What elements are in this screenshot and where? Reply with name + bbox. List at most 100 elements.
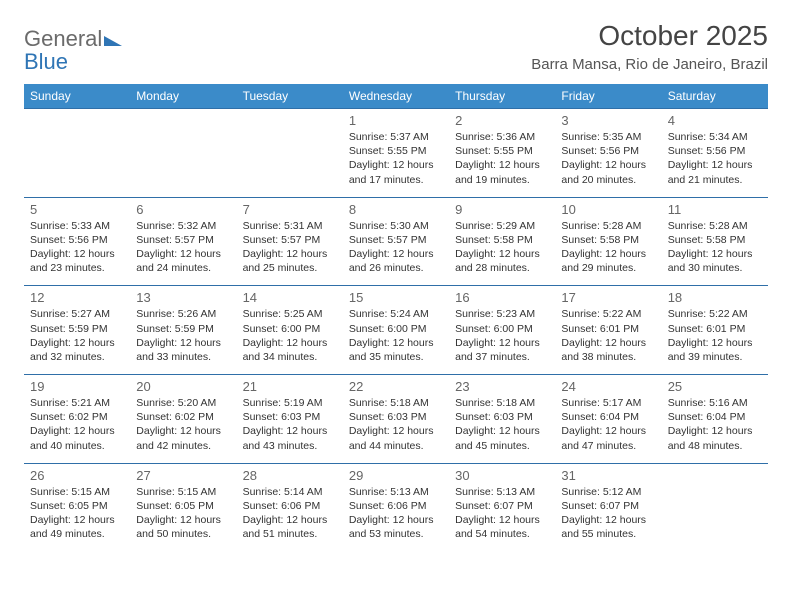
day-info: Sunrise: 5:18 AMSunset: 6:03 PMDaylight:…: [455, 396, 549, 453]
day-info: Sunrise: 5:14 AMSunset: 6:06 PMDaylight:…: [243, 485, 337, 542]
day-cell: 27 Sunrise: 5:15 AMSunset: 6:05 PMDayligh…: [130, 463, 236, 551]
day-number: 29: [349, 468, 443, 483]
day-cell: 9 Sunrise: 5:29 AMSunset: 5:58 PMDaylight…: [449, 197, 555, 286]
day-cell: 14 Sunrise: 5:25 AMSunset: 6:00 PMDayligh…: [237, 286, 343, 375]
day-cell: [237, 109, 343, 198]
day-cell: 8Sunrise: 5:30 AMSunset: 5:57 PMDaylight…: [343, 197, 449, 286]
day-info: Sunrise: 5:35 AMSunset: 5:56 PMDaylight:…: [561, 130, 655, 187]
day-cell: 19 Sunrise: 5:21 AMSunset: 6:02 PMDayligh…: [24, 375, 130, 464]
day-info: Sunrise: 5:19 AMSunset: 6:03 PMDaylight:…: [243, 396, 337, 453]
day-number: 9: [455, 202, 549, 217]
day-info: Sunrise: 5:21 AMSunset: 6:02 PMDaylight:…: [30, 396, 124, 453]
day-cell: [130, 109, 236, 198]
day-info: Sunrise: 5:33 AMSunset: 5:56 PMDaylight:…: [30, 219, 124, 276]
day-info: Sunrise: 5:16 AMSunset: 6:04 PMDaylight:…: [668, 396, 762, 453]
calendar-page: General Blue October 2025 Barra Mansa, R…: [0, 0, 792, 571]
day-cell: 17 Sunrise: 5:22 AMSunset: 6:01 PMDayligh…: [555, 286, 661, 375]
day-cell: 18 Sunrise: 5:22 AMSunset: 6:01 PMDayligh…: [662, 286, 768, 375]
day-cell: 25 Sunrise: 5:16 AMSunset: 6:04 PMDayligh…: [662, 375, 768, 464]
day-number: 15: [349, 290, 443, 305]
dow-cell: Wednesday: [343, 84, 449, 109]
day-cell: 23 Sunrise: 5:18 AMSunset: 6:03 PMDayligh…: [449, 375, 555, 464]
day-info: Sunrise: 5:28 AMSunset: 5:58 PMDaylight:…: [668, 219, 762, 276]
day-number: 8: [349, 202, 443, 217]
day-cell: 31Sunrise: 5:12 AMSunset: 6:07 PMDayligh…: [555, 463, 661, 551]
day-info: Sunrise: 5:20 AMSunset: 6:02 PMDaylight:…: [136, 396, 230, 453]
day-info: Sunrise: 5:22 AMSunset: 6:01 PMDaylight:…: [668, 307, 762, 364]
day-info: Sunrise: 5:27 AMSunset: 5:59 PMDaylight:…: [30, 307, 124, 364]
week-row: 5 Sunrise: 5:33 AMSunset: 5:56 PMDaylight…: [24, 197, 768, 286]
day-cell: 26Sunrise: 5:15 AMSunset: 6:05 PMDayligh…: [24, 463, 130, 551]
day-cell: 11 Sunrise: 5:28 AMSunset: 5:58 PMDayligh…: [662, 197, 768, 286]
month-title: October 2025: [531, 20, 768, 52]
day-cell: 24 Sunrise: 5:17 AMSunset: 6:04 PMDayligh…: [555, 375, 661, 464]
day-info: Sunrise: 5:26 AMSunset: 5:59 PMDaylight:…: [136, 307, 230, 364]
day-cell: 30 Sunrise: 5:13 AMSunset: 6:07 PMDayligh…: [449, 463, 555, 551]
day-info: Sunrise: 5:37 AMSunset: 5:55 PMDaylight:…: [349, 130, 443, 187]
day-info: Sunrise: 5:15 AMSunset: 6:05 PMDaylight:…: [136, 485, 230, 542]
dow-cell: Monday: [130, 84, 236, 109]
day-info: Sunrise: 5:31 AMSunset: 5:57 PMDaylight:…: [243, 219, 337, 276]
day-number: 26: [30, 468, 124, 483]
dow-header-row: SundayMondayTuesdayWednesdayThursdayFrid…: [24, 84, 768, 109]
day-cell: 29 Sunrise: 5:13 AMSunset: 6:06 PMDayligh…: [343, 463, 449, 551]
week-row: 1 Sunrise: 5:37 AMSunset: 5:55 PMDaylight…: [24, 109, 768, 198]
day-info: Sunrise: 5:25 AMSunset: 6:00 PMDaylight:…: [243, 307, 337, 364]
day-cell: 13Sunrise: 5:26 AMSunset: 5:59 PMDayligh…: [130, 286, 236, 375]
day-info: Sunrise: 5:36 AMSunset: 5:55 PMDaylight:…: [455, 130, 549, 187]
day-number: 30: [455, 468, 549, 483]
day-info: Sunrise: 5:23 AMSunset: 6:00 PMDaylight:…: [455, 307, 549, 364]
day-cell: 2 Sunrise: 5:36 AMSunset: 5:55 PMDaylight…: [449, 109, 555, 198]
header-row: General Blue October 2025 Barra Mansa, R…: [24, 20, 768, 74]
day-cell: 4Sunrise: 5:34 AMSunset: 5:56 PMDaylight…: [662, 109, 768, 198]
day-info: Sunrise: 5:12 AMSunset: 6:07 PMDaylight:…: [561, 485, 655, 542]
day-number: 1: [349, 113, 443, 128]
day-cell: 10 Sunrise: 5:28 AMSunset: 5:58 PMDayligh…: [555, 197, 661, 286]
calendar-table: SundayMondayTuesdayWednesdayThursdayFrid…: [24, 84, 768, 551]
day-number: 11: [668, 202, 762, 217]
day-info: Sunrise: 5:17 AMSunset: 6:04 PMDaylight:…: [561, 396, 655, 453]
day-cell: 28 Sunrise: 5:14 AMSunset: 6:06 PMDayligh…: [237, 463, 343, 551]
day-number: 25: [668, 379, 762, 394]
day-number: 22: [349, 379, 443, 394]
day-number: 6: [136, 202, 230, 217]
day-info: Sunrise: 5:13 AMSunset: 6:06 PMDaylight:…: [349, 485, 443, 542]
day-info: Sunrise: 5:28 AMSunset: 5:58 PMDaylight:…: [561, 219, 655, 276]
location-text: Barra Mansa, Rio de Janeiro, Brazil: [531, 56, 768, 73]
day-number: 28: [243, 468, 337, 483]
day-number: 27: [136, 468, 230, 483]
day-info: Sunrise: 5:13 AMSunset: 6:07 PMDaylight:…: [455, 485, 549, 542]
day-number: 18: [668, 290, 762, 305]
calendar-body: 1 Sunrise: 5:37 AMSunset: 5:55 PMDaylight…: [24, 109, 768, 552]
day-info: Sunrise: 5:24 AMSunset: 6:00 PMDaylight:…: [349, 307, 443, 364]
day-number: 17: [561, 290, 655, 305]
day-number: 24: [561, 379, 655, 394]
day-number: 16: [455, 290, 549, 305]
dow-cell: Saturday: [662, 84, 768, 109]
day-number: 20: [136, 379, 230, 394]
day-info: Sunrise: 5:22 AMSunset: 6:01 PMDaylight:…: [561, 307, 655, 364]
logo-text-block: General Blue: [24, 28, 122, 74]
day-cell: 3Sunrise: 5:35 AMSunset: 5:56 PMDaylight…: [555, 109, 661, 198]
day-number: 7: [243, 202, 337, 217]
day-cell: 7 Sunrise: 5:31 AMSunset: 5:57 PMDaylight…: [237, 197, 343, 286]
day-cell: 5 Sunrise: 5:33 AMSunset: 5:56 PMDaylight…: [24, 197, 130, 286]
week-row: 19 Sunrise: 5:21 AMSunset: 6:02 PMDayligh…: [24, 375, 768, 464]
logo-triangle-icon: [104, 36, 122, 46]
day-cell: 20 Sunrise: 5:20 AMSunset: 6:02 PMDayligh…: [130, 375, 236, 464]
day-cell: 6Sunrise: 5:32 AMSunset: 5:57 PMDaylight…: [130, 197, 236, 286]
day-number: 5: [30, 202, 124, 217]
title-block: October 2025 Barra Mansa, Rio de Janeiro…: [531, 20, 768, 73]
day-info: Sunrise: 5:29 AMSunset: 5:58 PMDaylight:…: [455, 219, 549, 276]
day-cell: 1 Sunrise: 5:37 AMSunset: 5:55 PMDaylight…: [343, 109, 449, 198]
day-number: 10: [561, 202, 655, 217]
day-number: 2: [455, 113, 549, 128]
day-cell: 12Sunrise: 5:27 AMSunset: 5:59 PMDayligh…: [24, 286, 130, 375]
week-row: 26 Sunrise: 5:15 AMSunset: 6:05 PMDayligh…: [24, 463, 768, 551]
dow-cell: Tuesday: [237, 84, 343, 109]
day-number: 14: [243, 290, 337, 305]
day-info: Sunrise: 5:34 AMSunset: 5:56 PMDaylight:…: [668, 130, 762, 187]
day-cell: 16 Sunrise: 5:23 AMSunset: 6:00 PMDayligh…: [449, 286, 555, 375]
day-number: 23: [455, 379, 549, 394]
day-number: 19: [30, 379, 124, 394]
